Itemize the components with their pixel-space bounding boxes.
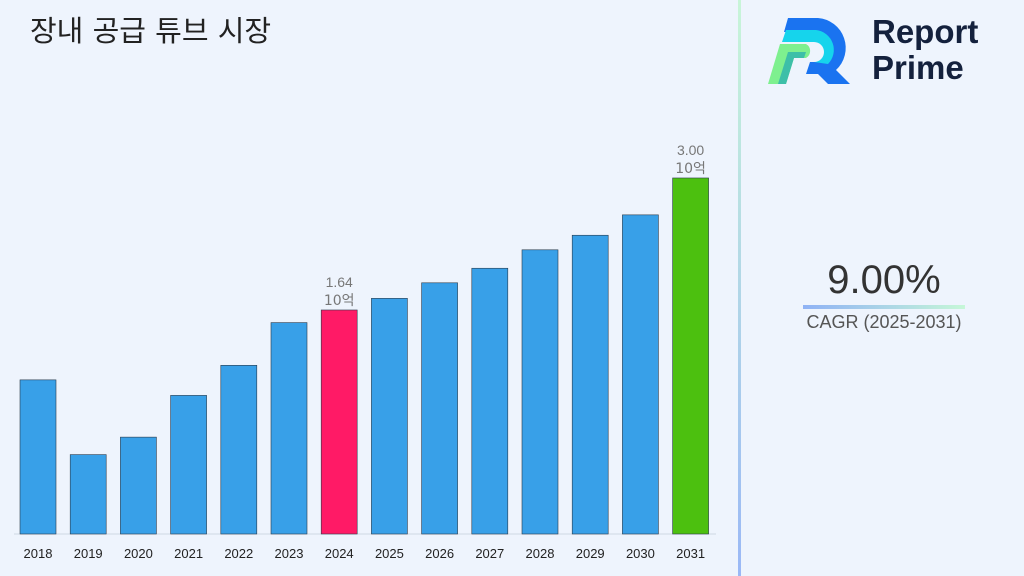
bar-2027	[471, 267, 509, 535]
logo-line-1: Report	[872, 13, 979, 50]
cagr-value: 9.00%	[827, 258, 941, 302]
bar-2022	[220, 365, 258, 535]
bar-2028	[521, 249, 559, 535]
x-tick-label: 2025	[375, 546, 404, 561]
x-tick-label: 2019	[74, 546, 103, 561]
x-tick-label: 2027	[475, 546, 504, 561]
bar-2024	[320, 309, 358, 535]
x-tick-label: 2023	[275, 546, 304, 561]
x-tick-label: 2029	[576, 546, 605, 561]
logo-text: Report Prime	[872, 14, 978, 86]
data-label-unit: 10억	[324, 293, 355, 309]
divider	[738, 0, 741, 576]
x-tick-label: 2026	[425, 546, 454, 561]
cagr-panel: 9.00% CAGR (2025-2031)	[803, 258, 965, 333]
chart-title: 장내 공급 튜브 시장	[30, 14, 272, 48]
bar-2023	[270, 322, 308, 535]
data-label-value: 3.00	[677, 142, 704, 158]
bar-2020	[120, 436, 157, 535]
report-prime-logo	[768, 18, 850, 84]
cagr-underline	[803, 305, 965, 309]
logo-line-2: Prime	[872, 49, 964, 86]
x-tick-label: 2022	[224, 546, 253, 561]
bar-2029	[571, 234, 609, 535]
cagr-label: CAGR (2025-2031)	[806, 312, 962, 332]
x-tick-label: 2020	[124, 546, 153, 561]
x-tick-label: 2021	[174, 546, 203, 561]
bar-2030	[622, 214, 659, 535]
x-tick-label: 2030	[626, 546, 655, 561]
bar-chart: 2018 2019 2020 2021 2022 2023 2024 1.64 10억 2025 2…	[14, 142, 716, 561]
bar-2025	[371, 298, 408, 535]
bar-2018	[19, 379, 57, 535]
x-tick-label: 2031	[676, 546, 705, 561]
bar-2031	[672, 177, 709, 535]
bar-2021	[170, 395, 207, 535]
data-label-value: 1.64	[326, 274, 353, 290]
x-tick-label: 2028	[526, 546, 555, 561]
x-tick-label: 2018	[24, 546, 53, 561]
x-tick-label: 2024	[325, 546, 354, 561]
data-label-unit: 10억	[675, 161, 706, 177]
bar-2026	[421, 282, 458, 535]
bar-2019	[69, 454, 107, 535]
